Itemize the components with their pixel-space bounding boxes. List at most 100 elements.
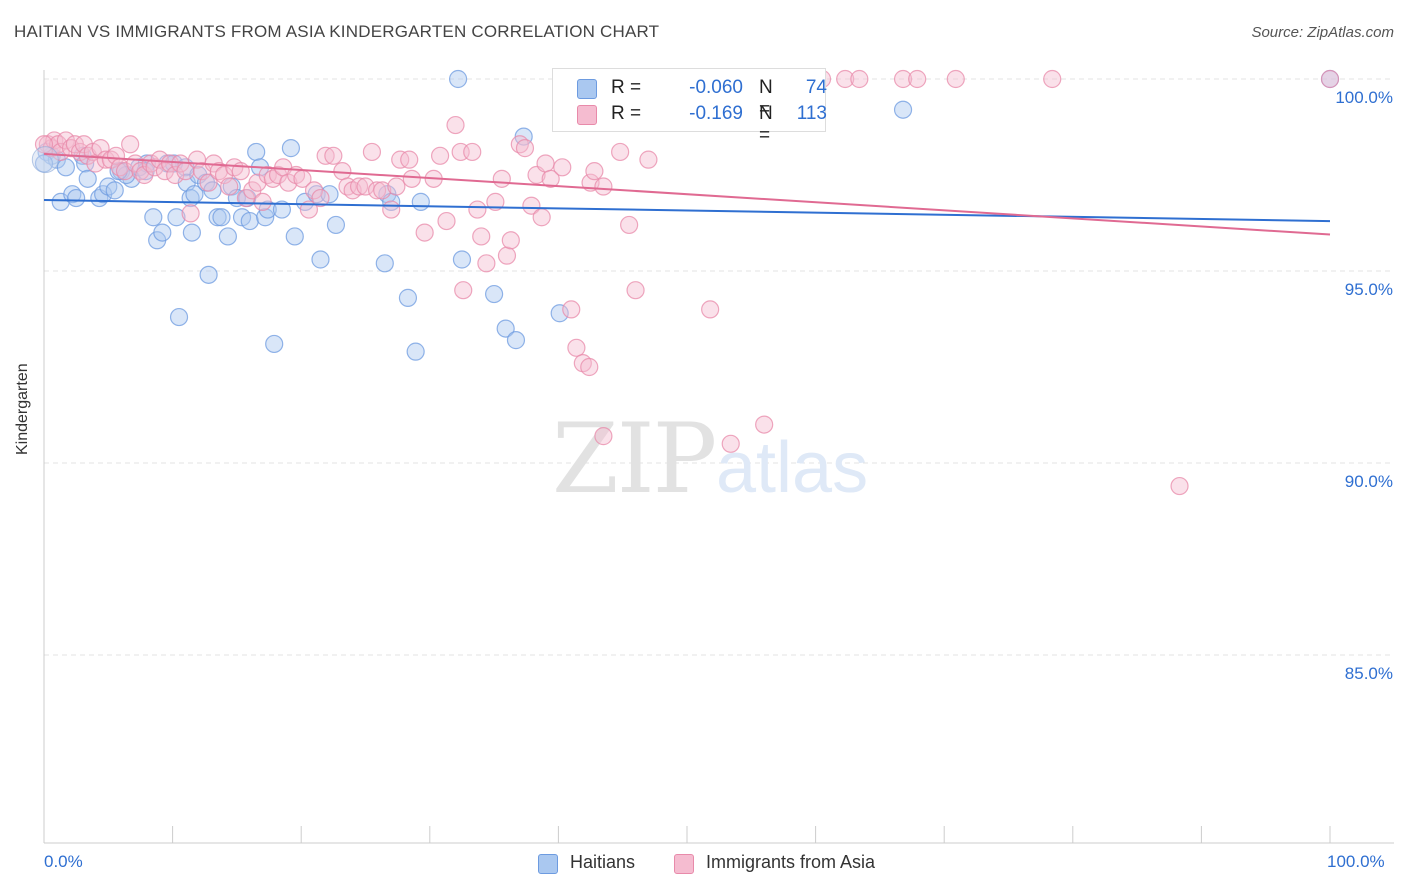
point-haitians [144, 208, 163, 227]
point-asia [562, 300, 581, 319]
point-haitians [169, 307, 189, 327]
point-asia [220, 177, 239, 196]
point-asia [135, 165, 154, 185]
point-asia [515, 139, 535, 158]
point-asia [472, 227, 491, 246]
watermark: ZIP atlas [552, 403, 868, 515]
point-asia [594, 427, 613, 446]
legend-r-value: -0.060 [689, 77, 743, 98]
point-haitians [406, 342, 425, 361]
source-label: Source: ZipAtlas.com [1251, 24, 1394, 41]
point-asia [430, 146, 450, 165]
point-haitians [506, 331, 526, 350]
point-asia [893, 69, 913, 89]
point-asia [755, 415, 774, 434]
point-asia [387, 177, 406, 196]
point-asia [580, 357, 599, 377]
point-asia [626, 281, 645, 300]
point-haitians [78, 169, 97, 188]
watermark-atlas: atlas [716, 428, 868, 508]
point-asia [437, 211, 456, 231]
point-asia [463, 142, 482, 162]
point-asia [908, 69, 927, 89]
point-asia [477, 254, 496, 273]
point-haitians [893, 100, 913, 119]
point-asia [333, 162, 352, 181]
x-axis-label-max: 100.0% [1327, 852, 1385, 871]
point-asia [620, 215, 639, 235]
point-asia [311, 188, 330, 208]
legend-n-value: 113 [796, 103, 827, 124]
legend-r-label: R = [611, 77, 642, 98]
point-asia [253, 192, 272, 211]
point-asia [553, 158, 572, 177]
point-asia [585, 162, 604, 181]
axis-layer [43, 70, 1394, 844]
point-asia [721, 434, 740, 453]
point-asia [324, 146, 343, 165]
point-asia [402, 169, 421, 188]
point-asia [279, 173, 298, 192]
point-haitians [496, 319, 515, 338]
point-cluster [31, 146, 59, 174]
point-haitians [34, 154, 54, 173]
point-haitians [281, 139, 301, 158]
point-haitians [485, 284, 504, 304]
point-haitians [105, 181, 124, 200]
point-asia [1320, 69, 1340, 89]
point-asia [1170, 476, 1189, 496]
point-asia [362, 142, 382, 162]
point-haitians [247, 142, 266, 162]
point-asia [701, 300, 720, 319]
stats-legend: R = -0.060 N = 74 R = -0.169 N = 113 [552, 68, 827, 146]
point-asia [106, 146, 126, 165]
point-haitians [153, 223, 172, 242]
point-haitians [199, 265, 218, 284]
legend-r-value: -0.169 [689, 103, 743, 124]
point-haitians [398, 288, 418, 307]
chart-title: HAITIAN VS IMMIGRANTS FROM ASIA KINDERGA… [14, 22, 660, 41]
point-haitians [550, 304, 569, 323]
point-haitians [375, 254, 394, 273]
point-asia [1043, 69, 1062, 89]
point-haitians [208, 208, 227, 227]
point-asia [541, 169, 560, 188]
point-asia [946, 69, 965, 89]
point-haitians [448, 69, 468, 89]
point-haitians [182, 223, 201, 242]
point-asia [34, 135, 54, 154]
point-asia [567, 338, 586, 357]
point-haitians [265, 334, 284, 354]
point-asia [349, 177, 369, 196]
point-asia [639, 150, 658, 169]
point-asia [486, 192, 505, 211]
point-haitians [240, 211, 259, 231]
y-tick-label: 95.0% [1345, 280, 1393, 299]
point-haitians [212, 208, 231, 227]
trend-layer [43, 152, 1331, 236]
legend-label-haitians: Haitians [570, 852, 636, 872]
y-tick-label: 90.0% [1345, 472, 1393, 491]
point-asia [446, 115, 465, 135]
point-haitians [56, 158, 75, 177]
point-asia [454, 281, 473, 300]
point-asia [536, 154, 555, 173]
point-haitians [272, 200, 292, 219]
x-axis-label-min: 0.0% [44, 852, 83, 871]
y-tick-label: 85.0% [1345, 664, 1393, 683]
point-haitians [326, 215, 346, 235]
point-asia [166, 165, 185, 185]
point-asia [160, 154, 180, 173]
point-asia [115, 162, 135, 181]
point-asia [468, 200, 487, 219]
point-asia [501, 231, 520, 250]
trend-line-asia [43, 152, 1331, 236]
point-asia [415, 223, 434, 242]
point-haitians [452, 250, 472, 269]
point-haitians [311, 250, 330, 269]
legend-swatch-pink [577, 105, 597, 125]
point-asia [181, 204, 200, 223]
point-asia [850, 69, 869, 89]
point-asia [199, 173, 218, 192]
